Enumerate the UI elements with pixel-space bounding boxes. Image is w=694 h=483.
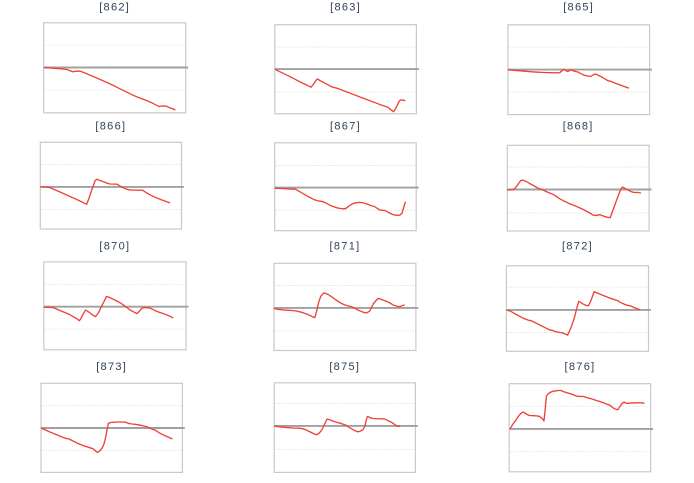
svg-text:[870]: [870] [99,240,130,252]
svg-text:[873]: [873] [96,361,127,373]
svg-text:[868]: [868] [563,121,594,133]
svg-text:[876]: [876] [565,361,596,373]
svg-text:[867]: [867] [330,121,361,133]
svg-text:[875]: [875] [329,361,360,373]
svg-text:[863]: [863] [330,1,361,13]
svg-text:[871]: [871] [330,240,361,252]
svg-text:[862]: [862] [99,1,130,13]
svg-text:[872]: [872] [562,240,593,252]
svg-text:[866]: [866] [95,121,126,133]
svg-text:[865]: [865] [563,1,594,13]
